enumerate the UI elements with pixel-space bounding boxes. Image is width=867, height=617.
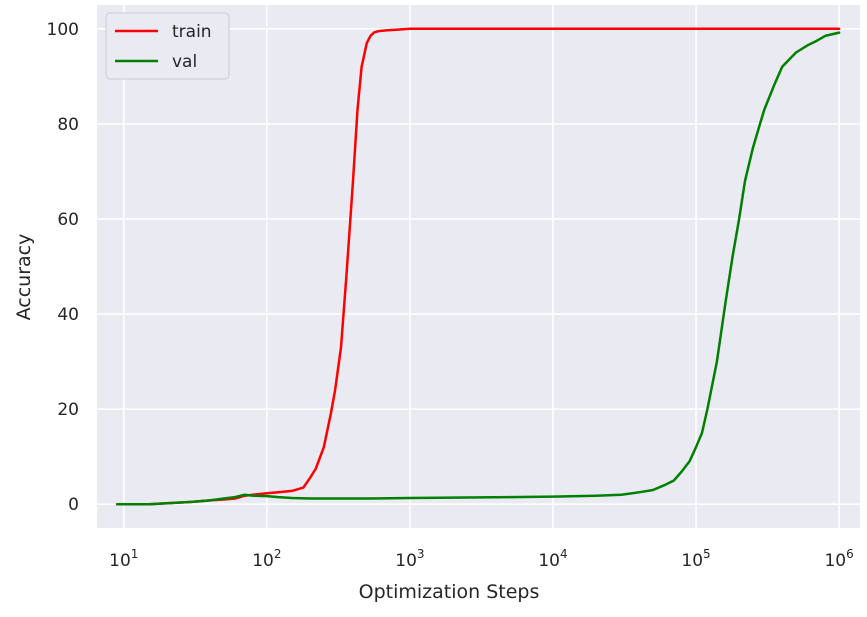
legend-label-val: val bbox=[172, 52, 197, 72]
x-tick-label: 101 bbox=[109, 547, 138, 571]
y-tick-label: 0 bbox=[68, 495, 79, 515]
series-lines bbox=[115, 27, 841, 506]
y-tick-label: 20 bbox=[57, 400, 79, 420]
series-line-val bbox=[115, 31, 841, 506]
x-tick-label: 105 bbox=[681, 547, 710, 571]
y-axis-label: Accuracy bbox=[13, 234, 35, 321]
y-tick-label: 40 bbox=[57, 305, 79, 325]
plot-background bbox=[97, 5, 860, 528]
legend: train val bbox=[105, 12, 230, 80]
x-tick-label: 104 bbox=[538, 547, 567, 571]
x-axis-label: Optimization Steps bbox=[359, 581, 540, 603]
y-axis-ticks: 0 20 40 60 80 100 bbox=[47, 20, 79, 515]
x-tick-label: 106 bbox=[824, 547, 853, 571]
y-tick-label: 100 bbox=[47, 20, 79, 40]
x-tick-label: 102 bbox=[252, 547, 281, 571]
x-axis-ticks: 101 102 103 104 105 106 bbox=[109, 547, 854, 571]
y-tick-label: 80 bbox=[57, 115, 79, 135]
x-tick-label: 103 bbox=[395, 547, 424, 571]
legend-box bbox=[105, 12, 230, 80]
legend-label-train: train bbox=[172, 22, 212, 42]
y-tick-label: 60 bbox=[57, 210, 79, 230]
